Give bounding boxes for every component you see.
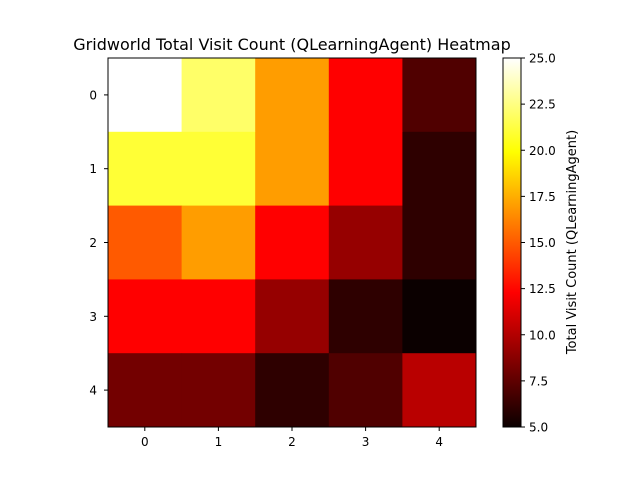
y-tick-label: 0 <box>89 88 97 102</box>
heatmap-cell-r4-c2 <box>255 353 330 428</box>
y-axis-ticks: 0 1 2 3 4 <box>89 88 108 398</box>
heatmap-cell-r2-c4 <box>402 205 477 280</box>
heatmap-cell-r4-c1 <box>181 353 256 428</box>
heatmap-cell-r0-c1 <box>181 58 256 133</box>
colorbar-tick-label: 22.5 <box>529 98 556 112</box>
heatmap-cell-r4-c0 <box>108 353 183 428</box>
x-tick-label: 0 <box>141 435 149 449</box>
chart-title: Gridworld Total Visit Count (QLearningAg… <box>73 35 510 54</box>
x-tick-label: 3 <box>362 435 370 449</box>
y-tick-label: 1 <box>89 162 97 176</box>
heatmap-cell-r3-c2 <box>255 279 330 354</box>
x-tick-label: 4 <box>435 435 443 449</box>
y-tick-label: 2 <box>89 236 97 250</box>
colorbar-tick-label: 20.0 <box>529 144 556 158</box>
colorbar-ticks: 5.0 7.5 10.0 12.5 15.0 17.5 20.0 22.5 25.0 <box>521 52 556 435</box>
colorbar-tick-label: 17.5 <box>529 190 556 204</box>
colorbar-tick-label: 7.5 <box>529 374 548 388</box>
heatmap-cell-r1-c2 <box>255 131 330 207</box>
y-tick-label: 4 <box>89 384 97 398</box>
heatmap-cell-r0-c3 <box>328 58 403 133</box>
heatmap-cell-r2-c3 <box>328 205 403 280</box>
x-tick-label: 1 <box>215 435 223 449</box>
x-axis-ticks: 0 1 2 3 4 <box>141 427 443 449</box>
heatmap-cell-r2-c2 <box>255 205 330 280</box>
heatmap-cell-r1-c4 <box>402 131 477 207</box>
heatmap-cell-r3-c4 <box>402 279 477 354</box>
heatmap-cell-r0-c4 <box>402 58 477 133</box>
heatmap-cell-r1-c3 <box>328 131 403 207</box>
colorbar-tick-label: 5.0 <box>529 421 548 435</box>
heatmap-cell-r2-c1 <box>181 205 256 280</box>
heatmap-cells <box>108 58 477 428</box>
heatmap-cell-r4-c3 <box>328 353 403 428</box>
heatmap-cell-r2-c0 <box>108 205 183 280</box>
colorbar-tick-label: 10.0 <box>529 328 556 342</box>
colorbar-tick-label: 15.0 <box>529 236 556 250</box>
colorbar <box>502 57 522 428</box>
colorbar-tick-label: 12.5 <box>529 282 556 296</box>
heatmap-cell-r0-c0 <box>108 58 183 133</box>
heatmap-cell-r0-c2 <box>255 58 330 133</box>
colorbar-tick-label: 25.0 <box>529 52 556 66</box>
heatmap-cell-r3-c3 <box>328 279 403 354</box>
y-tick-label: 3 <box>89 310 97 324</box>
heatmap-cell-r3-c0 <box>108 279 183 354</box>
heatmap-cell-r1-c0 <box>108 131 183 207</box>
heatmap-cell-r3-c1 <box>181 279 256 354</box>
heatmap-cell-r4-c4 <box>402 353 477 428</box>
heatmap-cell-r1-c1 <box>181 131 256 207</box>
x-tick-label: 2 <box>288 435 296 449</box>
colorbar-label: Total Visit Count (QLearningAgent) <box>565 130 580 355</box>
